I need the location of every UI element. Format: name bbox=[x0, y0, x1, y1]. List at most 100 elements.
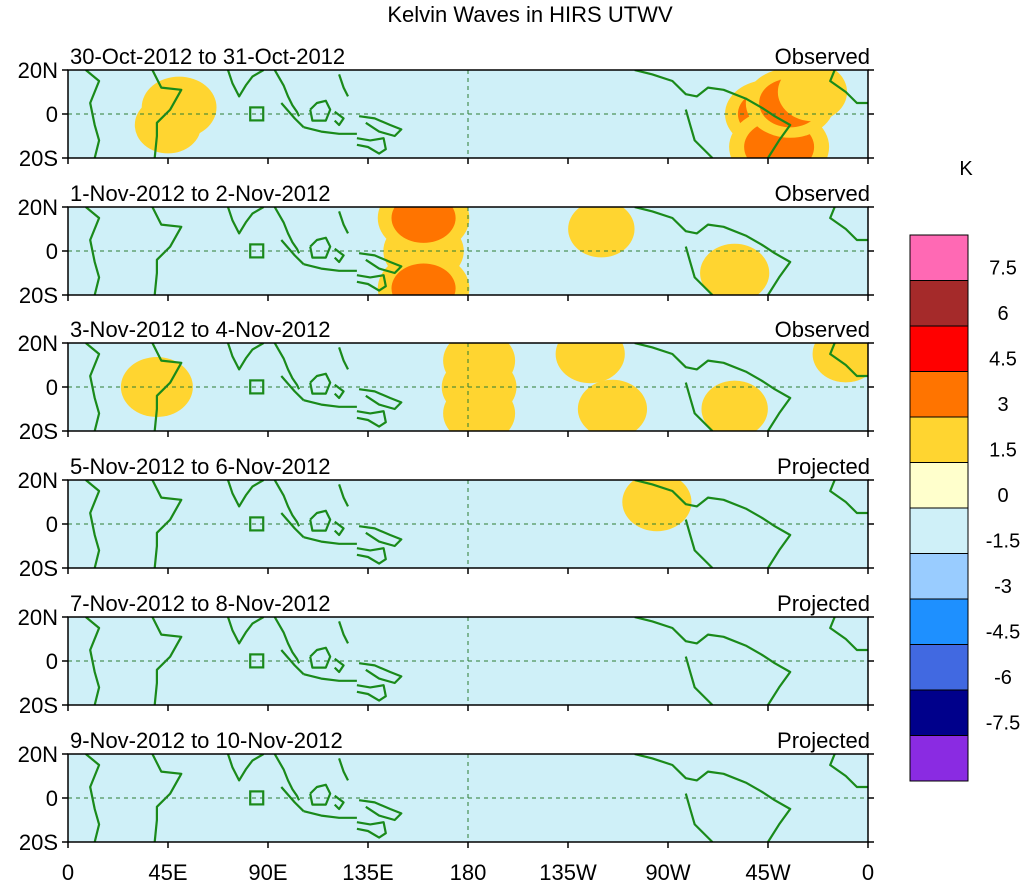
coastline bbox=[151, 70, 183, 158]
colorbar-swatch bbox=[909, 462, 969, 509]
coastline bbox=[333, 520, 345, 537]
colorbar-swatch bbox=[909, 416, 969, 463]
coastline bbox=[829, 70, 868, 105]
coastline bbox=[684, 519, 714, 568]
coastline bbox=[829, 343, 868, 378]
colorbar-unit: K bbox=[959, 158, 973, 180]
coastline bbox=[273, 754, 301, 801]
anomaly-field bbox=[377, 207, 770, 295]
coastline bbox=[358, 388, 403, 411]
panel-5: 20N 0 20S 7-Nov-2012 to 8-Nov-2012 Projected bbox=[18, 591, 874, 718]
y-tick-label: 20S bbox=[19, 693, 58, 718]
coastline bbox=[358, 525, 403, 548]
coastline bbox=[634, 480, 792, 568]
coastline bbox=[829, 754, 868, 789]
coastline bbox=[338, 484, 349, 507]
coastline bbox=[151, 343, 183, 431]
coastline bbox=[684, 656, 714, 705]
coastline bbox=[338, 211, 349, 234]
coastline bbox=[684, 109, 714, 158]
y-tick-label: 20S bbox=[19, 830, 58, 855]
panel-date-range: 9-Nov-2012 to 10-Nov-2012 bbox=[70, 728, 343, 753]
coastline bbox=[309, 509, 332, 532]
colorbar-label: 7.5 bbox=[989, 258, 1017, 280]
coastline bbox=[333, 383, 345, 400]
coastline bbox=[338, 347, 349, 370]
anomaly-contour bbox=[443, 383, 516, 431]
y-tick-label: 0 bbox=[46, 512, 58, 537]
coastline bbox=[273, 480, 301, 527]
coastlines bbox=[85, 343, 868, 431]
coastline bbox=[280, 239, 305, 265]
y-tick-label: 0 bbox=[46, 239, 58, 264]
anomaly-contour bbox=[701, 380, 768, 431]
panel-status: Observed bbox=[775, 317, 870, 342]
anomaly-field bbox=[120, 343, 868, 431]
coastline bbox=[309, 372, 332, 395]
panel-date-range: 30-Oct-2012 to 31-Oct-2012 bbox=[70, 44, 345, 69]
anomaly-contour bbox=[700, 243, 770, 295]
panel-date-range: 7-Nov-2012 to 8-Nov-2012 bbox=[70, 591, 330, 616]
coastline bbox=[280, 102, 305, 128]
coastline bbox=[333, 247, 345, 264]
colorbar-swatch bbox=[909, 280, 969, 327]
colorbar-swatch bbox=[909, 553, 969, 600]
y-tick-label: 20N bbox=[18, 468, 58, 493]
coastline bbox=[303, 673, 357, 682]
coastline bbox=[280, 512, 305, 538]
coastline bbox=[273, 343, 301, 390]
coastline bbox=[309, 99, 332, 122]
colorbar-label: 0 bbox=[997, 485, 1008, 507]
coastline bbox=[226, 480, 265, 508]
y-tick-label: 0 bbox=[46, 375, 58, 400]
colorbar-label: 6 bbox=[997, 303, 1008, 325]
coastline bbox=[684, 793, 714, 842]
panel-4: 20N 0 20S 5-Nov-2012 to 6-Nov-2012 Projected bbox=[18, 454, 874, 581]
y-tick-label: 20N bbox=[18, 742, 58, 767]
coastline bbox=[151, 207, 183, 295]
coastline bbox=[303, 263, 357, 272]
coastline bbox=[829, 617, 868, 652]
anomaly-contour bbox=[555, 343, 625, 384]
x-tick-label: 135W bbox=[539, 860, 597, 885]
coastline bbox=[358, 662, 403, 685]
coastline bbox=[309, 646, 332, 669]
coastlines bbox=[85, 70, 868, 158]
anomaly-contour bbox=[622, 480, 692, 532]
panel-1: 20N 0 20S 30-Oct-2012 to 31-Oct-2012 Observe… bbox=[18, 44, 874, 171]
coastline bbox=[226, 70, 265, 98]
coastline bbox=[358, 115, 403, 138]
coastline bbox=[309, 783, 332, 806]
panel-date-range: 5-Nov-2012 to 6-Nov-2012 bbox=[70, 454, 330, 479]
coastline bbox=[273, 617, 301, 664]
panel-status: Observed bbox=[775, 44, 870, 69]
coastline bbox=[356, 137, 387, 155]
anomaly-contour bbox=[391, 263, 456, 295]
coastline bbox=[226, 617, 265, 645]
panel-status: Projected bbox=[777, 454, 870, 479]
panel-status: Projected bbox=[777, 591, 870, 616]
colorbar-swatch bbox=[909, 689, 969, 736]
panel-3: 20N 0 20S 3-Nov-2012 to 4-Nov-2012 Observed bbox=[18, 317, 874, 444]
x-tick-label: 135E bbox=[342, 860, 393, 885]
coastline bbox=[303, 536, 357, 545]
coastline bbox=[356, 684, 387, 702]
panel-date-range: 3-Nov-2012 to 4-Nov-2012 bbox=[70, 317, 330, 342]
colorbar-label: 3 bbox=[997, 394, 1008, 416]
panel-2: 20N 0 20S 1-Nov-2012 to 2-Nov-2012 Observed bbox=[18, 181, 874, 308]
anomaly-field bbox=[134, 70, 848, 158]
x-tick-label: 180 bbox=[450, 860, 487, 885]
coastline bbox=[151, 480, 183, 568]
colorbar-swatch bbox=[909, 735, 969, 782]
coastline bbox=[634, 207, 792, 295]
y-tick-label: 20N bbox=[18, 605, 58, 630]
coastline bbox=[338, 758, 349, 781]
coastline bbox=[303, 810, 357, 819]
colorbar-swatch bbox=[909, 507, 969, 554]
colorbar-swatch bbox=[909, 325, 969, 372]
coastline bbox=[273, 207, 301, 254]
coastline bbox=[309, 236, 332, 259]
anomaly-contour bbox=[134, 96, 202, 154]
colorbar-label: -4.5 bbox=[986, 622, 1020, 644]
